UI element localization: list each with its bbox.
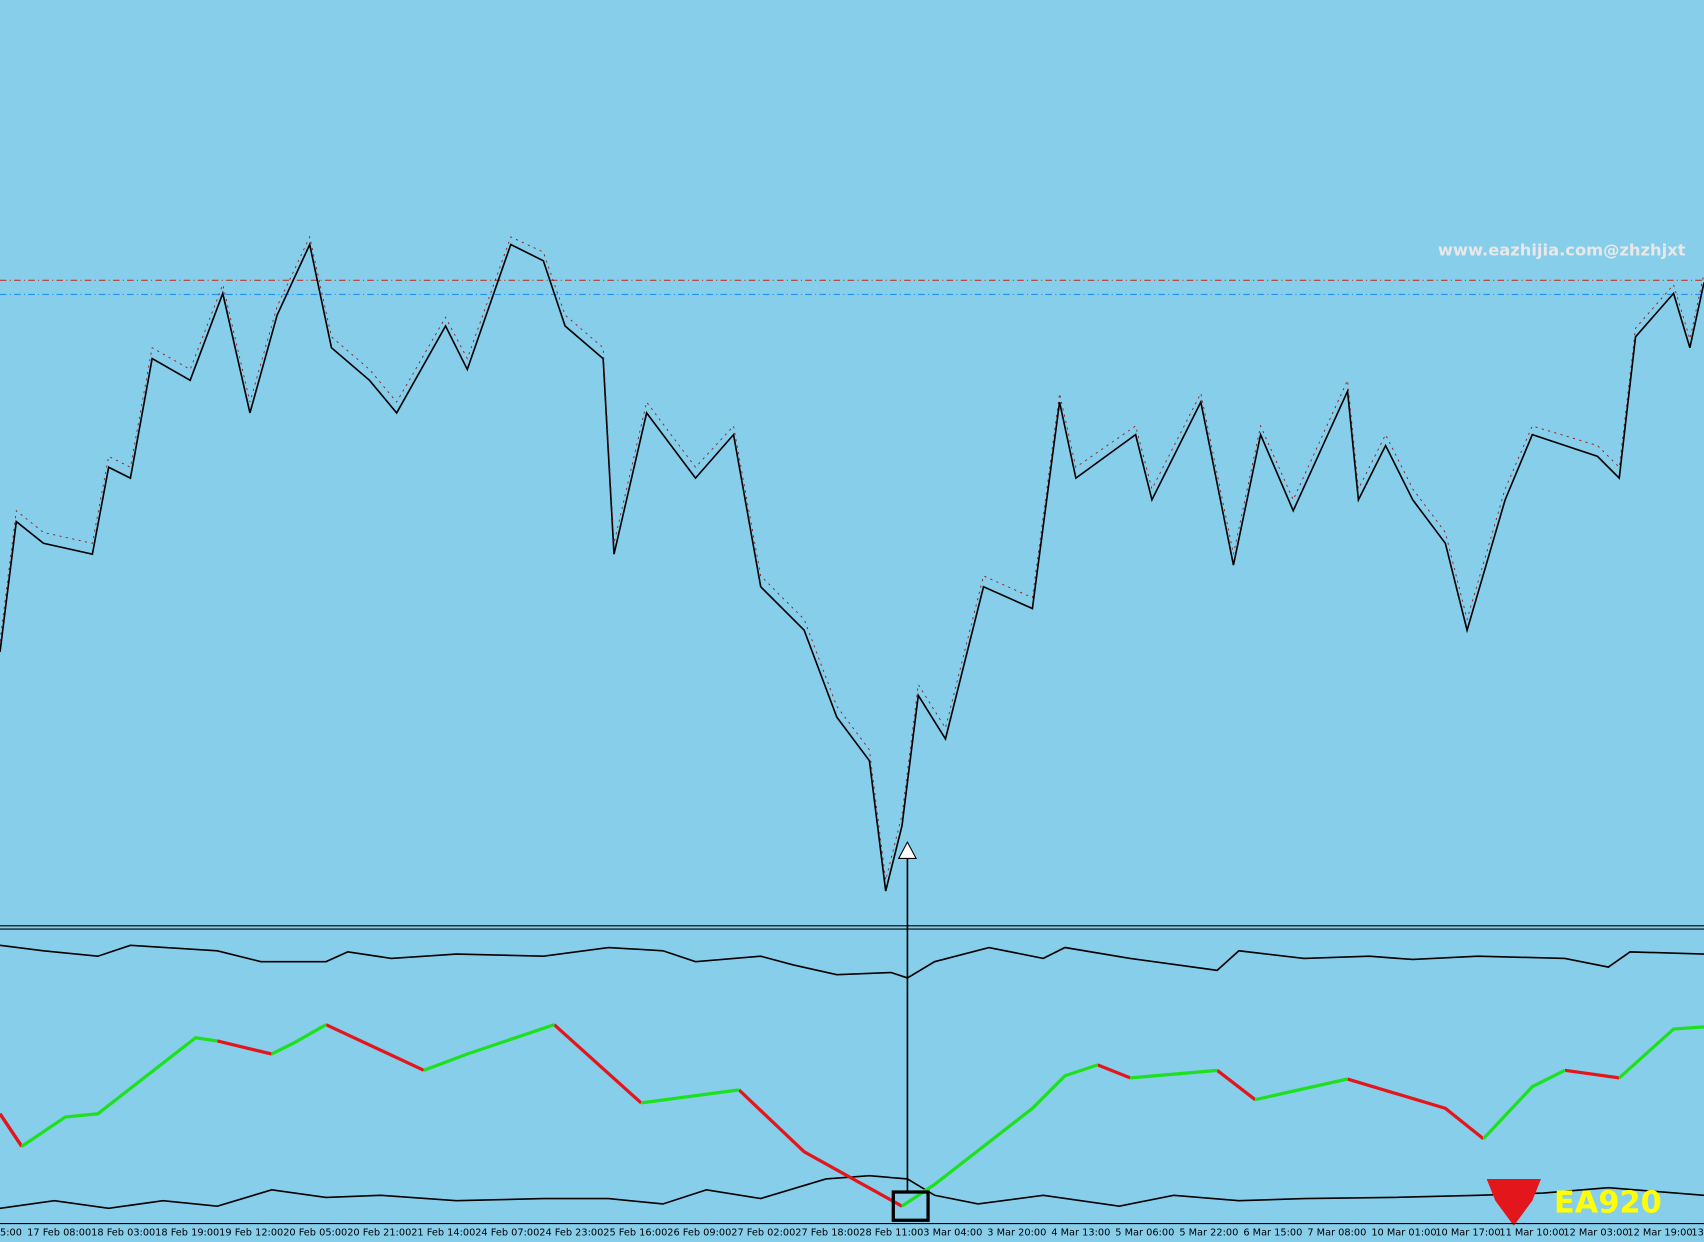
time-label: 17 Feb 08:00: [27, 1227, 91, 1238]
price-wicks: [0, 235, 1704, 881]
time-label: 12 Mar 19:00: [1627, 1227, 1692, 1238]
time-label: 19 Feb 12:00: [219, 1227, 283, 1238]
time-label: 24 Feb 23:00: [539, 1227, 603, 1238]
signal-red: [0, 1023, 1620, 1208]
time-label: 20 Feb 05:00: [283, 1227, 347, 1238]
time-label: 5 Mar 22:00: [1179, 1227, 1238, 1238]
time-label: 5 Mar 06:00: [1115, 1227, 1174, 1238]
time-label: 12 Mar 03:00: [1563, 1227, 1628, 1238]
time-label: 5:00: [0, 1227, 22, 1238]
time-label: 6 Mar 15:00: [1243, 1227, 1302, 1238]
highlight-box: [891, 1190, 930, 1222]
time-label: 20 Feb 21:00: [347, 1227, 411, 1238]
time-label: 28 Feb 11:00: [859, 1227, 923, 1238]
watermark: www.eazhijia.com@zhzhjxt: [1438, 240, 1686, 259]
time-label: 10 Mar 01:00: [1371, 1227, 1436, 1238]
time-label: 26 Feb 09:00: [667, 1227, 731, 1238]
arrow-head: [897, 840, 918, 859]
time-label: 18 Feb 19:00: [155, 1227, 219, 1238]
time-labels: 5:00 17 Feb 08:00 18 Feb 03:00 18 Feb 19:00…: [0, 1227, 1704, 1238]
time-label: 25 Feb 16:00: [603, 1227, 667, 1238]
time-label: 24 Feb 07:00: [475, 1227, 539, 1238]
time-label: 27 Feb 02:00: [731, 1227, 795, 1238]
time-label: 13: [1691, 1227, 1703, 1238]
time-label: 3 Mar 20:00: [987, 1227, 1046, 1238]
time-label: 4 Mar 13:00: [1051, 1227, 1110, 1238]
time-label: 3 Mar 04:00: [923, 1227, 982, 1238]
upper-band: [0, 944, 1704, 979]
price-path: [0, 241, 1704, 892]
time-label: 11 Mar 10:00: [1499, 1227, 1564, 1238]
logo-icon: [1486, 1178, 1541, 1226]
lower-band: [0, 1174, 1704, 1210]
logo-text: EA920: [1554, 1186, 1662, 1221]
time-label: 21 Feb 14:00: [411, 1227, 475, 1238]
time-label: 18 Feb 03:00: [91, 1227, 155, 1238]
time-label: 7 Mar 08:00: [1307, 1227, 1366, 1238]
time-label: 10 Mar 17:00: [1435, 1227, 1500, 1238]
signal-green: [20, 1023, 1704, 1208]
time-label: 27 Feb 18:00: [795, 1227, 859, 1238]
